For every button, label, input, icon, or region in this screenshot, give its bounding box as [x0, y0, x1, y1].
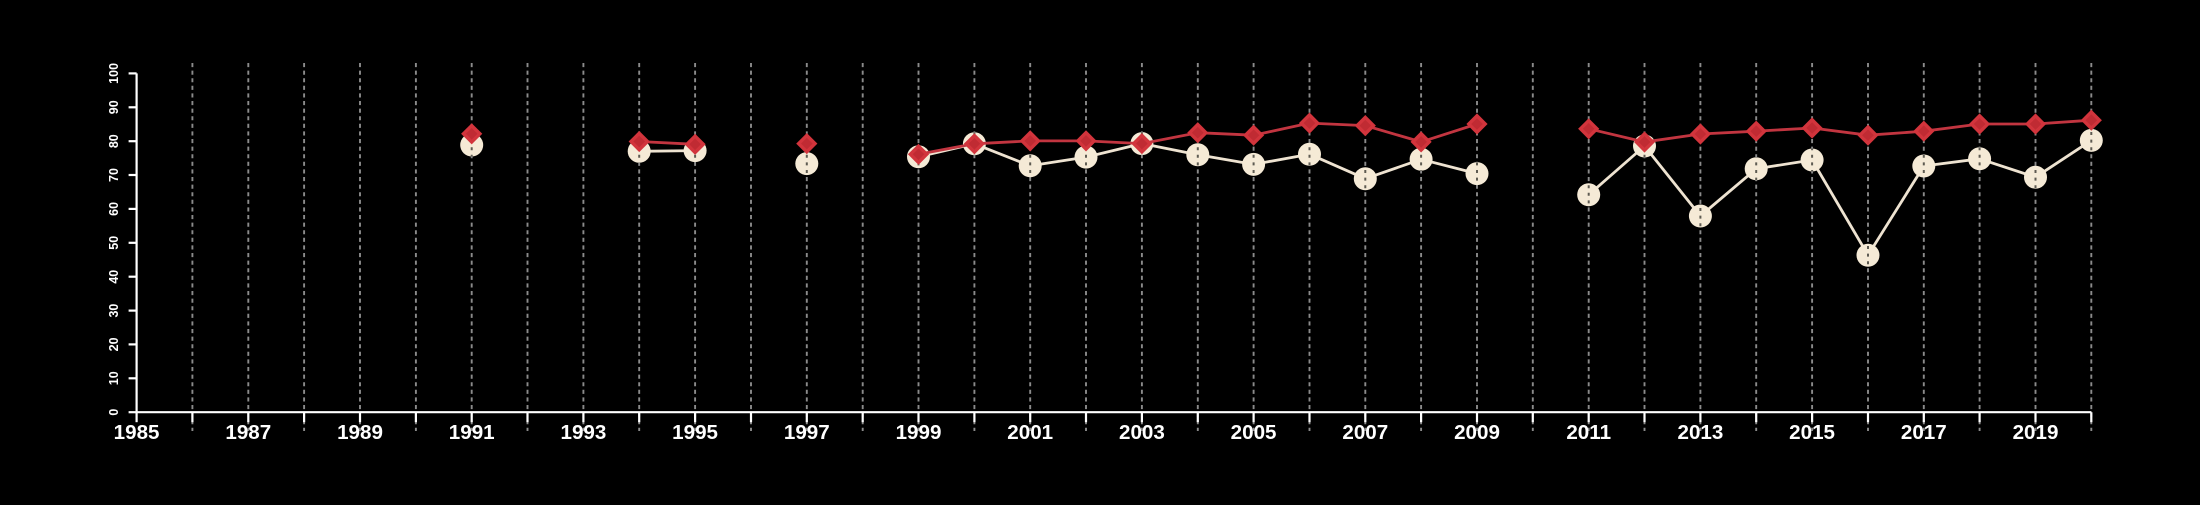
- svg-text:40: 40: [107, 270, 121, 284]
- svg-text:1985: 1985: [114, 421, 160, 444]
- svg-text:60: 60: [107, 202, 121, 216]
- svg-text:2013: 2013: [1677, 421, 1723, 444]
- svg-text:90: 90: [107, 100, 121, 114]
- svg-text:2019: 2019: [2013, 421, 2059, 444]
- svg-text:1987: 1987: [225, 421, 271, 444]
- svg-text:2003: 2003: [1119, 421, 1165, 444]
- svg-text:2009: 2009: [1454, 421, 1500, 444]
- svg-text:80: 80: [107, 134, 121, 148]
- svg-text:30: 30: [107, 304, 121, 318]
- svg-text:10: 10: [107, 371, 121, 385]
- svg-text:1991: 1991: [449, 421, 495, 444]
- svg-text:2017: 2017: [1901, 421, 1947, 444]
- svg-text:1989: 1989: [337, 421, 383, 444]
- svg-text:1993: 1993: [560, 421, 606, 444]
- svg-text:2001: 2001: [1007, 421, 1053, 444]
- svg-text:1999: 1999: [896, 421, 942, 444]
- svg-text:2007: 2007: [1342, 421, 1388, 444]
- svg-text:20: 20: [107, 337, 121, 351]
- svg-text:2011: 2011: [1566, 421, 1611, 444]
- svg-text:1997: 1997: [784, 421, 830, 444]
- svg-text:2015: 2015: [1789, 421, 1835, 444]
- svg-text:0: 0: [107, 409, 121, 416]
- svg-text:1995: 1995: [672, 421, 718, 444]
- svg-text:50: 50: [107, 236, 121, 250]
- svg-text:70: 70: [107, 168, 121, 182]
- svg-text:100: 100: [107, 63, 121, 84]
- svg-text:2005: 2005: [1231, 421, 1277, 444]
